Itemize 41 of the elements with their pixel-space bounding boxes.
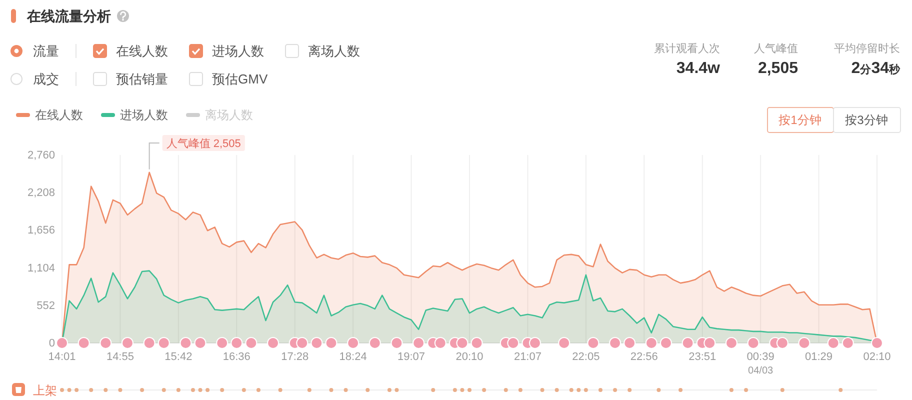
x-tick-label: 14:55 (106, 350, 134, 363)
x-tick-label: 20:10 (456, 350, 484, 363)
x-tick-label: 22:05 (572, 350, 600, 363)
text: 在线人数 (116, 44, 168, 58)
text: 34.4w (676, 60, 721, 77)
button: 按3分钟 (833, 107, 901, 133)
x-tick-label: 22:56 (630, 350, 658, 363)
legend-label: 在线人数 (35, 108, 83, 122)
x-tick-label: 17:28 (281, 350, 309, 363)
x-tick-label: 00:39 04/03 (746, 350, 774, 376)
y-tick-label: 2,760 (27, 150, 55, 162)
y-tick-label: 552 (36, 300, 55, 312)
text: 人气峰值 (754, 43, 798, 55)
text: 2分34秒 (851, 60, 901, 77)
y-tick-label: 2,208 (27, 187, 55, 200)
text: 预估GMV (212, 72, 268, 86)
y-tick-label: 1,104 (27, 262, 55, 274)
text: 人气峰值 2,505 (166, 138, 241, 150)
x-tick-label: 19:07 (398, 350, 426, 363)
legend-label: 进场人数 (120, 108, 168, 122)
x-tick-label: 02:10 (863, 350, 891, 363)
x-tick-label: 23:51 (688, 350, 716, 363)
x-tick-label: 16:36 (222, 350, 250, 363)
x-tick-label: 01:29 (805, 350, 833, 363)
text: 离场人数 (308, 44, 360, 58)
x-tick-label: 21:07 (514, 350, 542, 363)
text: 上架 (33, 384, 57, 398)
text: 平均停留时长 (834, 42, 900, 55)
text: 成交 (33, 72, 59, 86)
text: 流量 (33, 44, 59, 58)
text: 预估销量 (116, 72, 168, 86)
chart-title: 在线流量分析 (26, 8, 111, 24)
y-tick-label: 0 (48, 338, 55, 350)
y-tick-label: 1,656 (27, 224, 55, 237)
x-tick-label: 18:24 (339, 350, 367, 363)
text: 进场人数 (212, 44, 264, 58)
button: 按1分钟 (767, 107, 834, 133)
x-tick-label: 14:01 (48, 350, 76, 363)
text: 累计观看人次 (654, 42, 720, 55)
text: 2,505 (758, 60, 798, 77)
x-tick-label: 15:42 (164, 350, 192, 363)
